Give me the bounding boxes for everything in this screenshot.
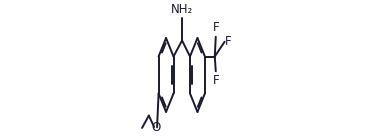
Text: F: F — [225, 35, 232, 48]
Text: F: F — [213, 74, 219, 87]
Text: O: O — [151, 121, 160, 134]
Text: NH₂: NH₂ — [171, 3, 193, 16]
Text: F: F — [213, 21, 219, 34]
